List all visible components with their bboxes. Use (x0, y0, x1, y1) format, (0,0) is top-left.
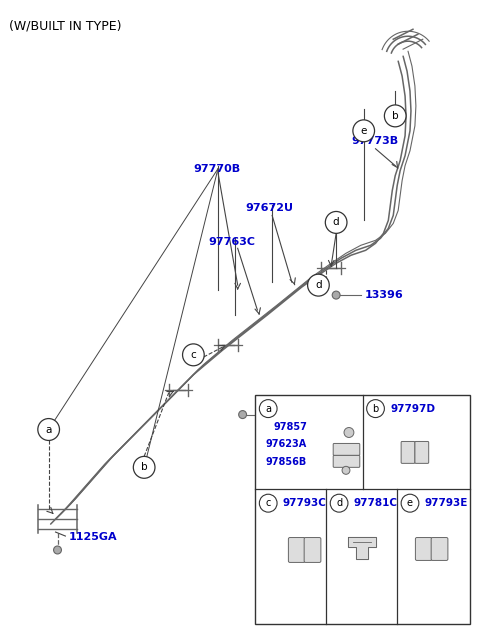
Circle shape (182, 344, 204, 366)
Text: 97781C: 97781C (354, 498, 398, 508)
Circle shape (332, 291, 340, 299)
Circle shape (38, 418, 60, 441)
Bar (255, 395, 470, 624)
FancyBboxPatch shape (333, 443, 360, 455)
Circle shape (330, 494, 348, 512)
Text: 97773B: 97773B (351, 136, 398, 146)
Text: (W/BUILT IN TYPE): (W/BUILT IN TYPE) (9, 19, 122, 32)
Text: 13396: 13396 (270, 410, 309, 420)
Circle shape (325, 211, 347, 234)
FancyBboxPatch shape (288, 538, 305, 563)
Circle shape (259, 399, 277, 418)
Polygon shape (348, 537, 375, 559)
Text: 1125GA: 1125GA (68, 532, 117, 542)
Text: b: b (372, 404, 379, 413)
Text: 97763C: 97763C (208, 237, 255, 247)
Text: 97793C: 97793C (283, 498, 327, 508)
Circle shape (367, 399, 384, 418)
Text: c: c (265, 498, 271, 508)
Circle shape (133, 457, 155, 478)
Text: e: e (407, 498, 413, 508)
Text: d: d (315, 280, 322, 290)
Text: 97856B: 97856B (265, 457, 307, 467)
Circle shape (342, 466, 350, 474)
Circle shape (239, 411, 247, 418)
Text: d: d (333, 217, 339, 227)
FancyBboxPatch shape (415, 441, 429, 464)
FancyBboxPatch shape (431, 538, 448, 561)
Text: a: a (46, 425, 52, 434)
Text: 97797D: 97797D (390, 404, 435, 413)
Text: b: b (392, 111, 398, 121)
FancyBboxPatch shape (304, 538, 321, 563)
Circle shape (384, 105, 406, 127)
Circle shape (259, 494, 277, 512)
Circle shape (308, 274, 329, 296)
Text: 97857: 97857 (273, 422, 307, 432)
Text: 97623A: 97623A (265, 439, 307, 450)
Circle shape (344, 427, 354, 438)
Text: 97793E: 97793E (425, 498, 468, 508)
Text: 13396: 13396 (365, 290, 404, 300)
Text: b: b (141, 462, 147, 472)
FancyBboxPatch shape (401, 441, 415, 464)
Text: 97770B: 97770B (193, 164, 240, 173)
FancyBboxPatch shape (333, 455, 360, 467)
Text: c: c (191, 350, 196, 360)
Text: a: a (265, 404, 271, 413)
Text: e: e (360, 126, 367, 136)
Circle shape (353, 120, 374, 142)
FancyBboxPatch shape (415, 538, 432, 561)
Text: d: d (336, 498, 342, 508)
Circle shape (401, 494, 419, 512)
Circle shape (54, 546, 61, 554)
Text: 97672U: 97672U (246, 203, 294, 213)
